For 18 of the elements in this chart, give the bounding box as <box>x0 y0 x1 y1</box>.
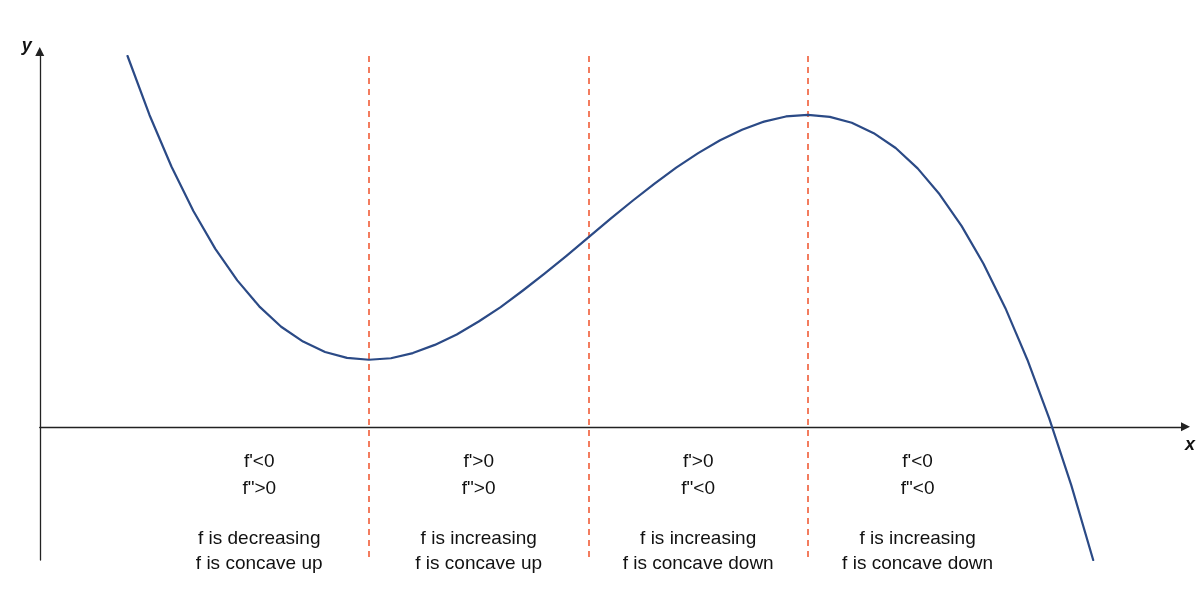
y-axis-title: y <box>20 35 33 55</box>
annotation: f is increasing <box>640 526 757 548</box>
annotation: f">0 <box>461 476 496 498</box>
annotation: f is concave up <box>195 551 323 573</box>
annotation: f">0 <box>242 476 277 498</box>
annotation: f is concave down <box>842 551 994 573</box>
annotation: f'<0 <box>243 449 275 471</box>
annotation: f'<0 <box>902 449 933 471</box>
annotation: f is concave down <box>622 551 774 573</box>
annotation: f is increasing <box>859 526 976 548</box>
annotation: f'>0 <box>463 449 494 471</box>
x-axis-title: x <box>1183 433 1196 454</box>
annotation: f'>0 <box>682 449 714 471</box>
annotation: f is decreasing <box>197 526 321 548</box>
annotation: f is concave up <box>415 551 543 573</box>
annotation: f is increasing <box>420 526 537 548</box>
annotation: f"<0 <box>900 476 935 498</box>
annotation: f"<0 <box>681 476 715 498</box>
